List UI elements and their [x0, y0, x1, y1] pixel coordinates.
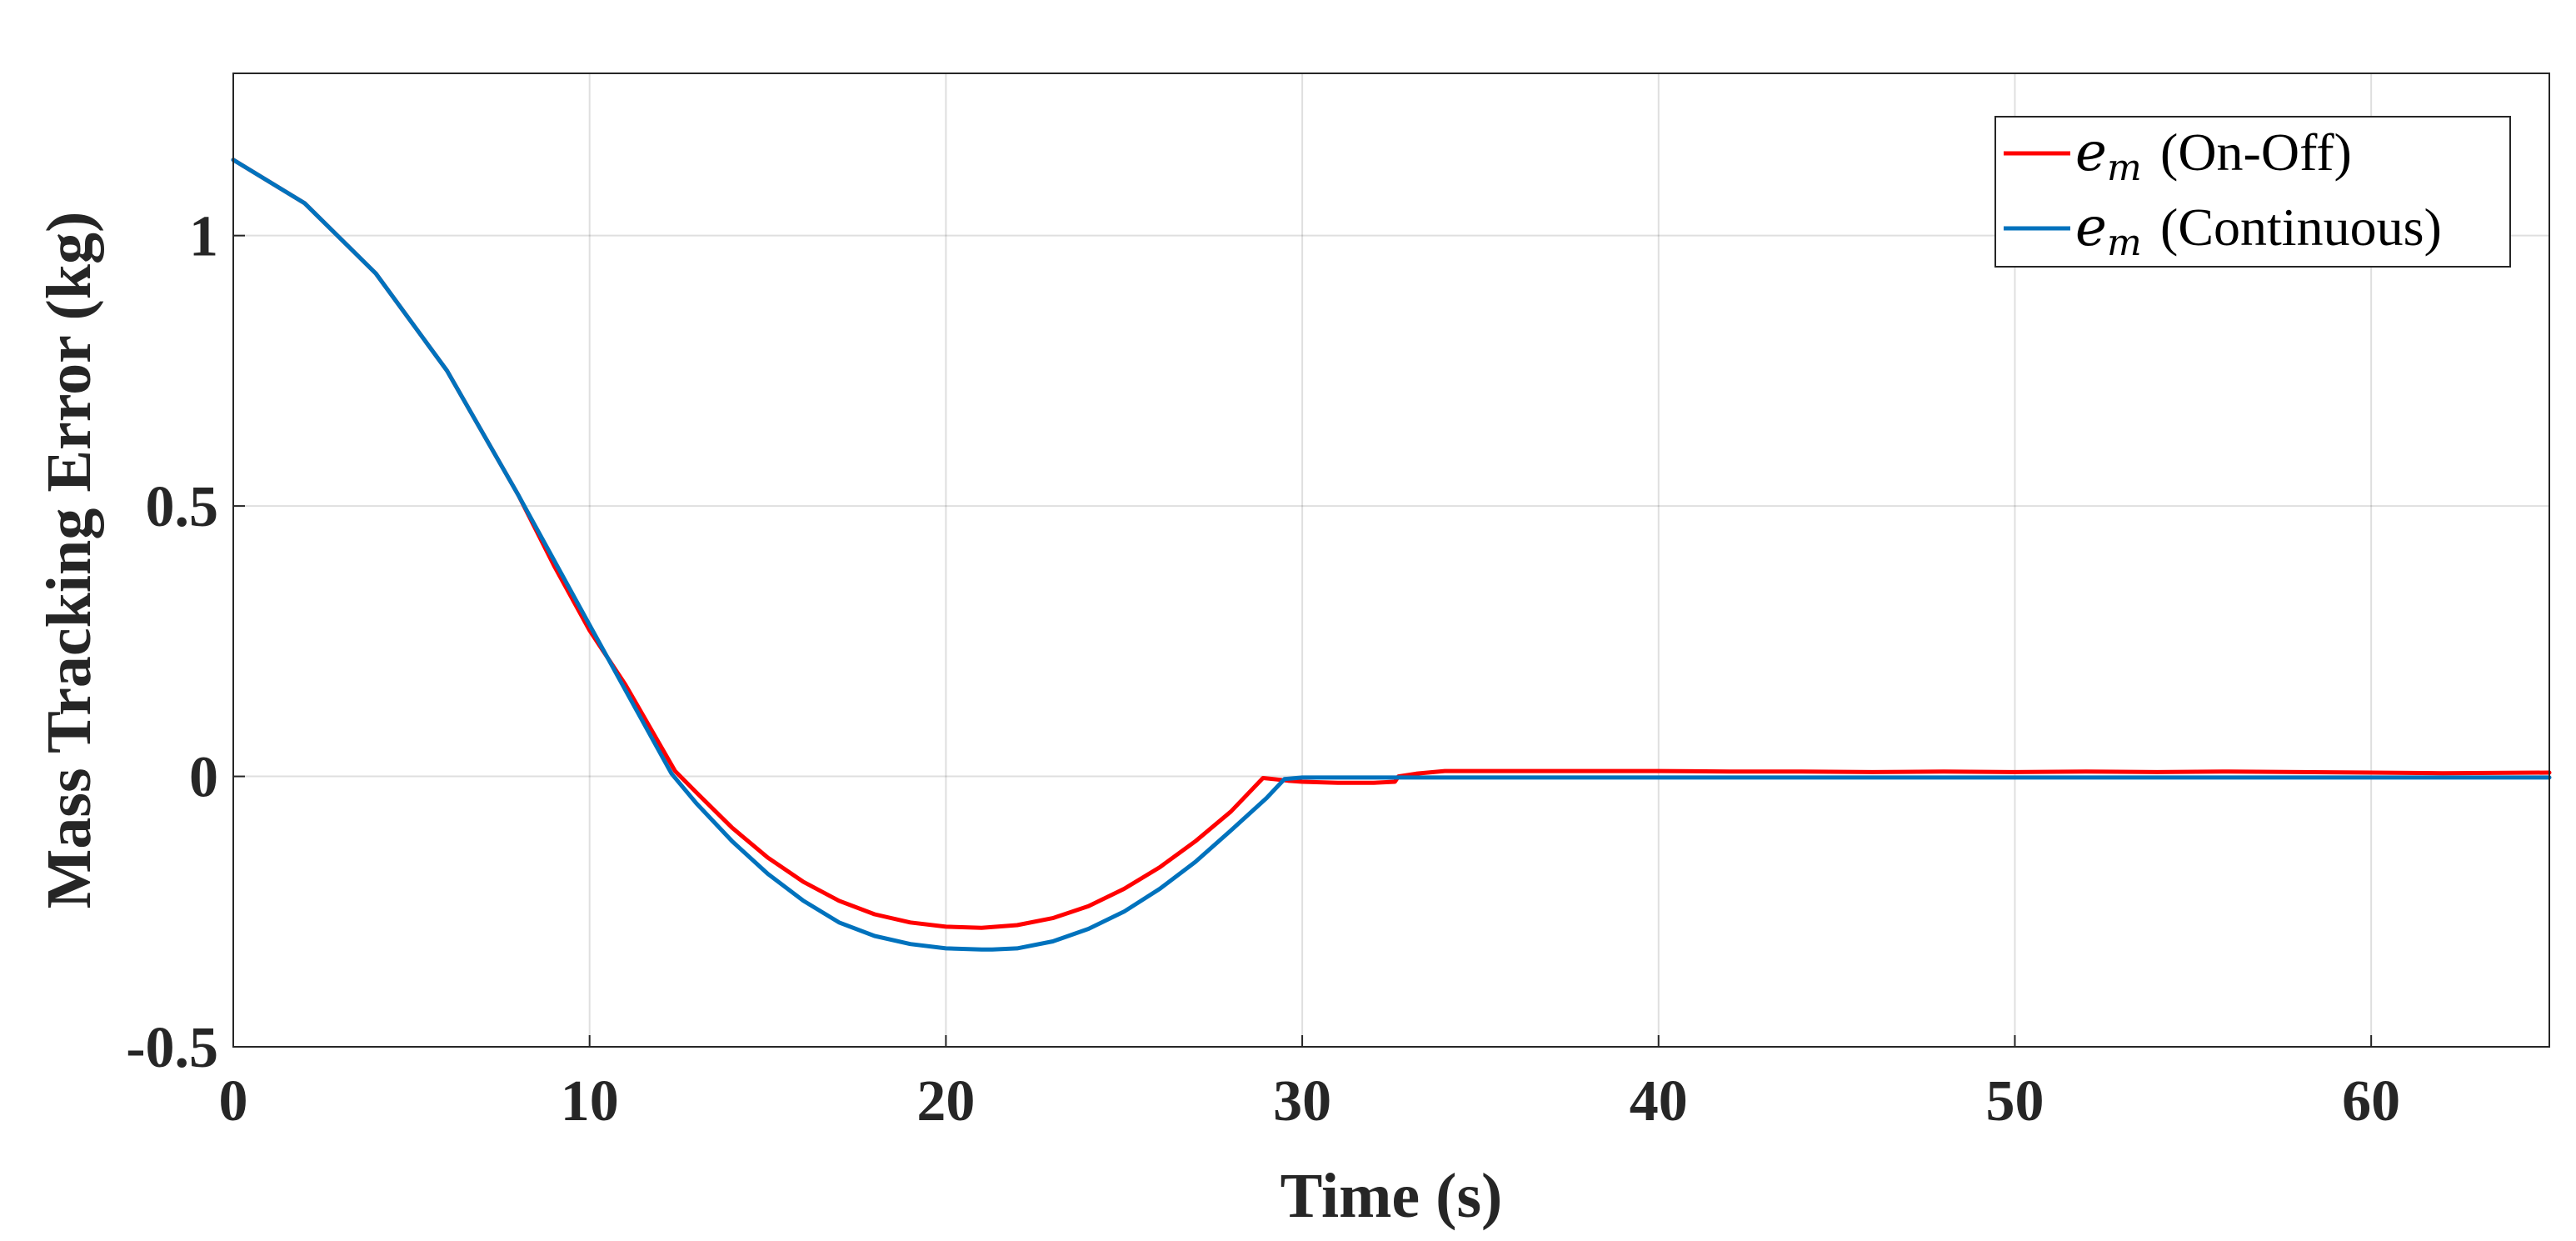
x-tick-label: 40	[1630, 1069, 1688, 1133]
ticks: 0 10 20 30 40 50 60-0.500.51	[126, 205, 2400, 1133]
y-tick-label: 0.5	[146, 475, 219, 539]
y-axis-label: Mass Tracking Error (kg)	[34, 212, 104, 909]
series-line-continuous	[231, 158, 2552, 952]
plot-frame	[232, 73, 2550, 1048]
x-tick-label: 20	[916, 1069, 975, 1133]
y-tick-label: 0	[189, 746, 218, 810]
legend-box	[1994, 116, 2511, 268]
legend: e m (On-Off) e m (Continuous)	[1994, 116, 2511, 268]
legend-subscript: m	[2107, 222, 2142, 264]
legend-label: (On-Off)	[2160, 123, 2352, 182]
legend-subscript: m	[2107, 147, 2142, 189]
legend-label: (Continuous)	[2160, 198, 2442, 257]
legend-symbol: e	[2075, 197, 2107, 258]
x-tick-label: 10	[561, 1069, 619, 1133]
x-tick-label: 0	[219, 1069, 248, 1133]
series-layer	[231, 158, 2552, 952]
x-tick-label: 30	[1273, 1069, 1331, 1133]
y-tick-label: -0.5	[126, 1016, 218, 1080]
series-line-on-off	[231, 158, 2552, 930]
x-tick-label: 50	[1985, 1069, 2044, 1133]
x-axis-label: Time (s)	[1281, 1161, 1503, 1231]
y-tick-label: 1	[189, 205, 218, 269]
x-tick-label: 60	[2342, 1069, 2400, 1133]
legend-symbol: e	[2075, 122, 2107, 183]
